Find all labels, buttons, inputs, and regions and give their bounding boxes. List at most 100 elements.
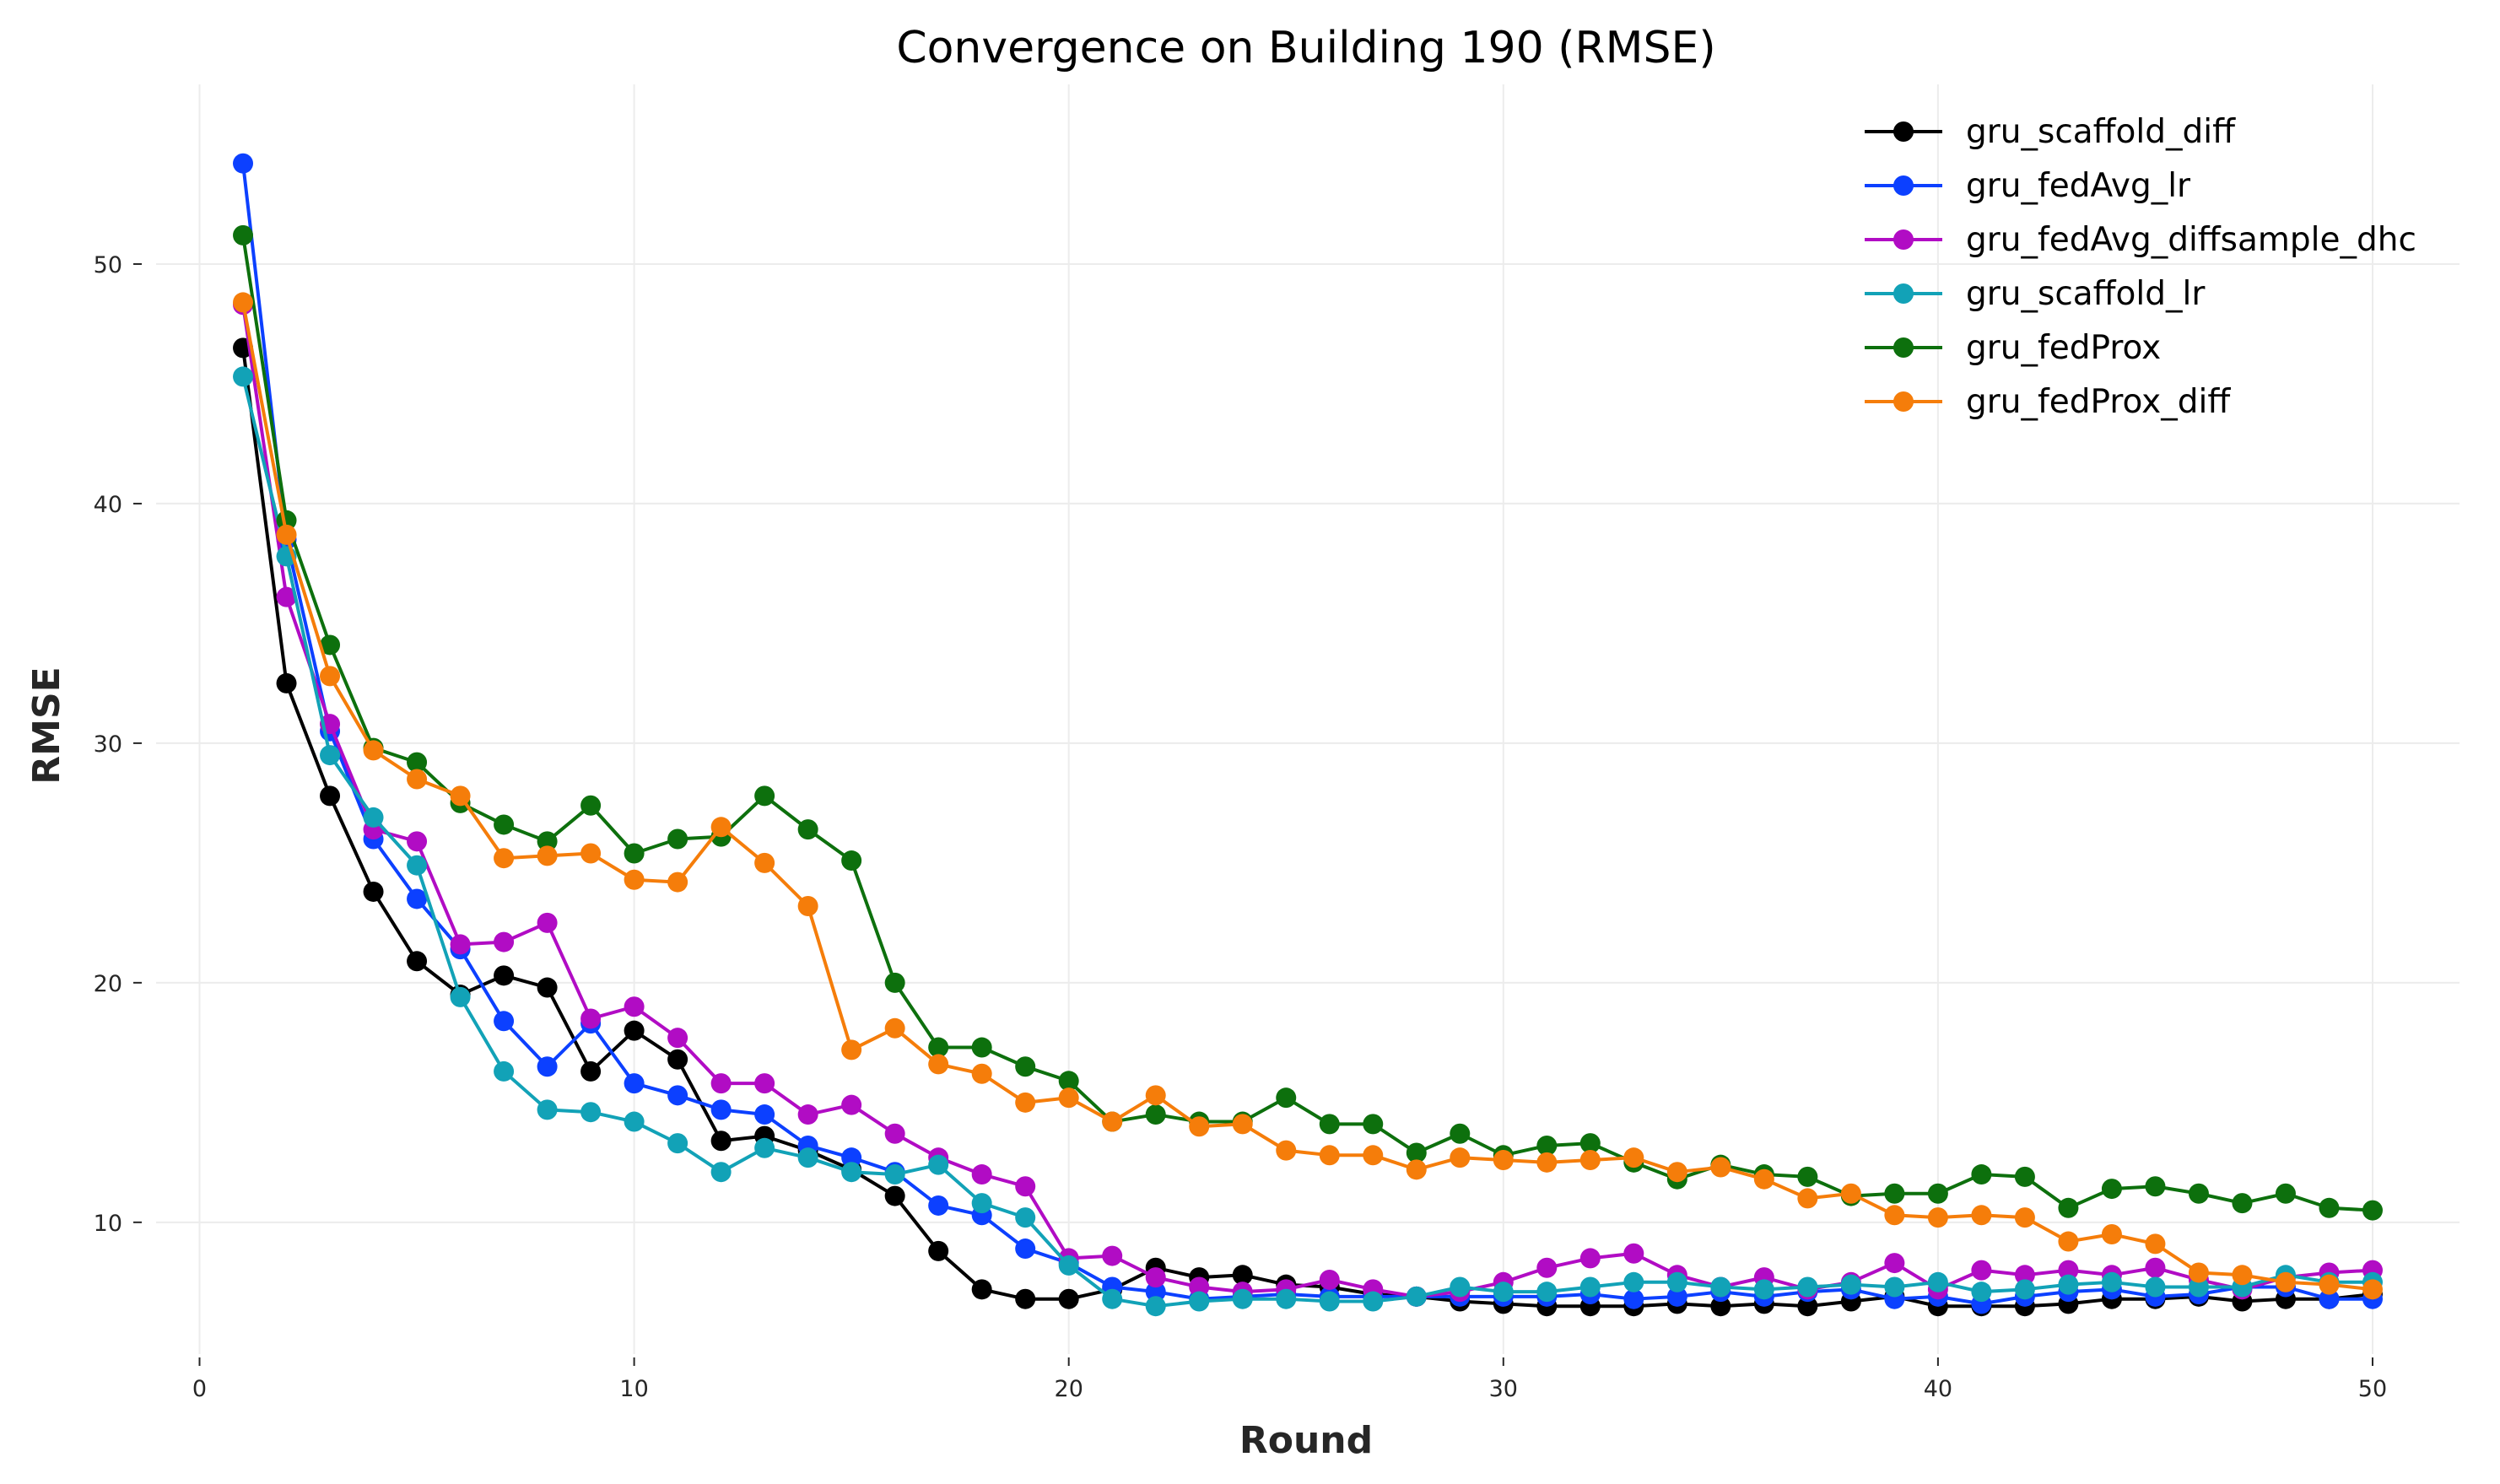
data-point (667, 1028, 688, 1049)
data-point (1884, 1183, 1905, 1204)
data-point (2319, 1274, 2340, 1295)
legend-label: gru_fedAvg_lr (1966, 167, 2191, 205)
data-point (1971, 1282, 1992, 1303)
data-point (971, 1279, 992, 1300)
data-point (797, 819, 818, 840)
data-point (1232, 1265, 1253, 1286)
legend-item: gru_scaffold_lr (1865, 275, 2206, 313)
data-point (928, 1154, 949, 1175)
y-axis-label: RMSE (25, 666, 68, 784)
legend-marker (1893, 283, 1914, 304)
data-point (494, 965, 515, 986)
data-point (1015, 1207, 1036, 1228)
data-point (233, 153, 254, 174)
data-point (841, 850, 862, 872)
data-point (537, 1056, 558, 1077)
data-point (1884, 1276, 1905, 1298)
data-point (667, 872, 688, 893)
data-point (1666, 1286, 1687, 1307)
data-point (537, 1099, 558, 1120)
data-point (884, 1017, 905, 1039)
data-point (537, 845, 558, 866)
data-point (710, 1131, 732, 1152)
data-point (667, 1085, 688, 1106)
legend-label: gru_scaffold_diff (1966, 113, 2236, 151)
data-point (2319, 1197, 2340, 1218)
data-point (2275, 1271, 2296, 1292)
data-point (1579, 1149, 1601, 1170)
data-point (2058, 1260, 2079, 1281)
data-point (276, 524, 297, 545)
data-point (841, 1094, 862, 1115)
data-point (2188, 1183, 2209, 1204)
data-point (1623, 1271, 1644, 1292)
data-point (710, 817, 732, 838)
data-point (407, 752, 428, 773)
data-point (1015, 1238, 1036, 1260)
data-point (2014, 1265, 2035, 1286)
legend-marker (1893, 229, 1914, 250)
y-tick-label: 10 (94, 1211, 122, 1237)
data-point (276, 586, 297, 607)
data-point (928, 1240, 949, 1261)
data-point (363, 740, 384, 761)
legend-item: gru_fedAvg_diffsample_dhc (1865, 221, 2416, 259)
data-point (797, 895, 818, 916)
data-point (537, 977, 558, 998)
data-point (1797, 1296, 1818, 1317)
data-point (1753, 1279, 1774, 1300)
data-point (1623, 1288, 1644, 1309)
data-point (1579, 1276, 1601, 1298)
legend-item: gru_fedProx (1865, 329, 2161, 367)
data-point (928, 1195, 949, 1216)
data-point (2275, 1183, 2296, 1204)
legend-marker (1893, 337, 1914, 358)
data-point (233, 224, 254, 246)
data-point (407, 831, 428, 852)
data-point (884, 1185, 905, 1206)
data-point (450, 785, 471, 807)
data-point (407, 855, 428, 876)
legend-label: gru_fedProx (1966, 329, 2161, 367)
data-point (1319, 1291, 1340, 1312)
data-point (754, 1137, 775, 1158)
data-point (580, 795, 602, 816)
data-point (320, 634, 341, 656)
data-point (2188, 1262, 2209, 1283)
data-point (2101, 1179, 2122, 1200)
data-point (1189, 1116, 1210, 1137)
y-tick-label: 50 (94, 252, 122, 278)
data-point (624, 869, 645, 890)
data-point (797, 1104, 818, 1125)
data-point (537, 831, 558, 852)
data-point (797, 1147, 818, 1168)
data-point (1536, 1257, 1558, 1278)
data-point (1536, 1282, 1558, 1303)
data-point (1450, 1147, 1471, 1168)
y-tick-label: 40 (94, 492, 122, 518)
data-point (407, 769, 428, 790)
data-point (1536, 1152, 1558, 1173)
data-point (2058, 1197, 2079, 1218)
data-point (710, 1162, 732, 1183)
data-point (2014, 1279, 2035, 1300)
data-point (1666, 1271, 1687, 1292)
legend-item: gru_fedAvg_lr (1865, 167, 2191, 205)
legend: gru_scaffold_diff gru_fedAvg_lr gru_fedAvg… (1865, 113, 2416, 421)
data-point (1232, 1288, 1253, 1309)
data-point (2319, 1288, 2340, 1309)
data-point (494, 1011, 515, 1032)
data-point (1102, 1245, 1123, 1266)
data-point (320, 745, 341, 766)
data-point (1884, 1205, 1905, 1226)
data-point (1406, 1142, 1427, 1163)
data-point (1363, 1291, 1384, 1312)
data-point (841, 1147, 862, 1168)
data-point (1493, 1282, 1514, 1303)
data-point (710, 1099, 732, 1120)
data-point (1579, 1248, 1601, 1269)
data-point (1189, 1276, 1210, 1298)
series-gru_scaffold_lr (233, 366, 2383, 1317)
